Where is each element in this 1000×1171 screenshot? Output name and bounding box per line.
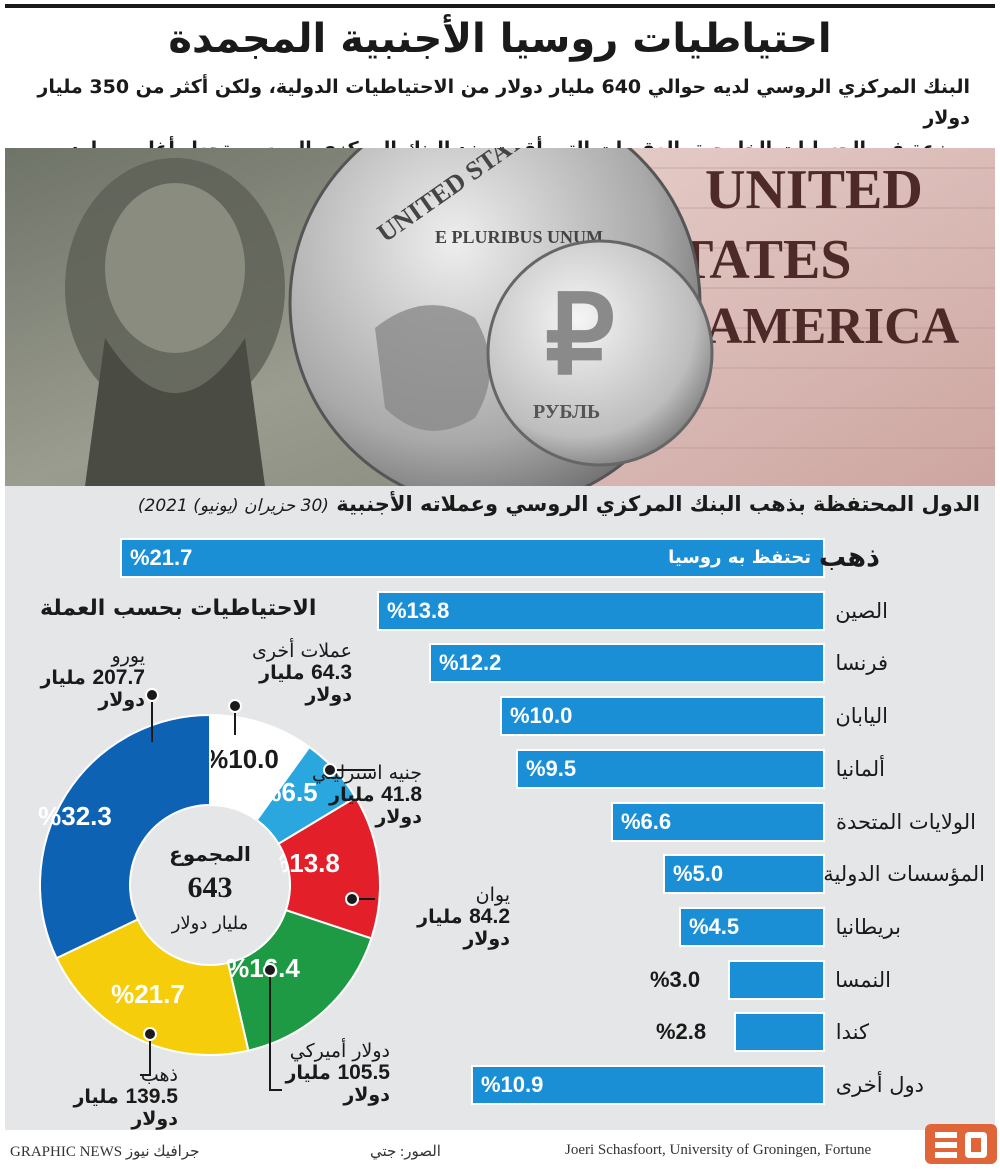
bar-2 bbox=[429, 643, 825, 683]
bar-category-label: كندا bbox=[835, 1020, 869, 1044]
donut-chart: %10.0%6.5%13.8%16.4%21.7%32.3المجموع643م… bbox=[38, 713, 381, 1056]
bar-value-label: %9.5 bbox=[526, 756, 577, 781]
donut-center-unit: مليار دولار bbox=[171, 913, 249, 934]
bar-8 bbox=[728, 960, 825, 1000]
callout-amount: 139.5 مليار دولار bbox=[73, 1085, 178, 1131]
donut-callout: يوان 84.2 مليار دولار bbox=[380, 884, 510, 950]
donut-slice-label: %32.3 bbox=[38, 801, 112, 831]
footer-brand: GRAPHIC NEWS جرافيك نيوز bbox=[10, 1144, 200, 1160]
bar-category-label: ألمانيا bbox=[835, 757, 885, 781]
bar-3 bbox=[500, 696, 825, 736]
bar-value-label: %21.7 bbox=[130, 545, 193, 570]
callout-name: يورو bbox=[111, 645, 145, 667]
bar-10 bbox=[471, 1065, 825, 1105]
bar-category-label: الصين bbox=[835, 599, 888, 623]
callout-amount: 105.5 مليار دولار bbox=[285, 1061, 390, 1107]
bar-value-label: %2.8 bbox=[656, 1019, 707, 1044]
callout-name: عملات أخرى bbox=[252, 640, 352, 662]
donut-callout: ذهب 139.5 مليار دولار bbox=[48, 1064, 178, 1130]
donut-callout: عملات أخرى 64.3 مليار دولار bbox=[222, 640, 352, 706]
donut-callout: دولار أميركي 105.5 مليار دولار bbox=[260, 1040, 390, 1106]
bars-title-text: الدول المحتفظة بذهب البنك المركزي الروسي… bbox=[336, 492, 980, 516]
bars-title: الدول المحتفظة بذهب البنك المركزي الروسي… bbox=[138, 492, 980, 516]
coin-motto: E PLURIBUS UNUM bbox=[435, 227, 603, 247]
ruble-text: РУБЛЬ bbox=[533, 401, 600, 423]
donut-slice bbox=[55, 918, 250, 1056]
bar-value-label: %10.9 bbox=[481, 1072, 544, 1097]
donut-hole bbox=[136, 811, 284, 959]
donut-slice-label: %16.4 bbox=[226, 953, 300, 983]
page-title: احتياطيات روسيا الأجنبية المجمدة bbox=[168, 16, 832, 62]
donut-slice-label: %6.5 bbox=[258, 777, 317, 807]
footer-credit: الصور: جتي bbox=[370, 1144, 441, 1160]
ruble-coin-icon bbox=[486, 239, 714, 467]
top-rule bbox=[5, 4, 995, 8]
donut-center-value: 643 bbox=[188, 871, 233, 904]
bar-4 bbox=[516, 749, 825, 789]
bar-0 bbox=[120, 538, 825, 578]
callout-name: يوان bbox=[475, 884, 510, 906]
bar-category-label: المؤسسات الدولية bbox=[823, 862, 985, 886]
bar-category-label: بريطانيا bbox=[835, 915, 901, 939]
footer-source: Joeri Schasfoort, University of Groninge… bbox=[565, 1142, 872, 1158]
bar-1 bbox=[377, 591, 825, 631]
callout-name: ذهب bbox=[140, 1064, 178, 1086]
bar-value-label: %6.6 bbox=[621, 809, 672, 834]
bar-5 bbox=[611, 802, 825, 842]
donut-callout: جنيه استرليني 41.8 مليار دولار bbox=[292, 762, 422, 828]
bar-category-label: دول أخرى bbox=[835, 1073, 924, 1097]
donut-callout: يورو 207.7 مليار دولار bbox=[15, 645, 145, 711]
bar-value-label: %3.0 bbox=[650, 967, 701, 992]
callout-name: جنيه استرليني bbox=[312, 762, 422, 784]
bar-9 bbox=[734, 1012, 825, 1052]
donut-slice-label: %21.7 bbox=[111, 979, 185, 1009]
callout-amount: 41.8 مليار دولار bbox=[329, 783, 422, 829]
bar-value-label: %13.8 bbox=[387, 598, 450, 623]
subtitle-line-1: البنك المركزي الروسي لديه حوالي 640 مليا… bbox=[37, 76, 970, 129]
bar-category-label: الولايات المتحدة bbox=[835, 810, 976, 834]
bar-value-label: %12.2 bbox=[439, 650, 502, 675]
donut-center-label: المجموع bbox=[169, 842, 251, 866]
bar-category-label: اليابان bbox=[835, 704, 888, 728]
donut-slice bbox=[226, 908, 373, 1052]
currency-photo: UNITED STATES AMERICA UNITED STATES OF A… bbox=[5, 148, 995, 486]
bar-category-label: فرنسا bbox=[835, 651, 888, 675]
bar-value-label: %5.0 bbox=[673, 861, 724, 886]
bars-title-date: (30 حزيران (يونيو) 2021) bbox=[137, 496, 329, 516]
bar-7 bbox=[679, 907, 825, 947]
callout-amount: 207.7 مليار دولار bbox=[40, 666, 145, 712]
donut-title: الاحتياطيات بحسب العملة bbox=[40, 596, 317, 621]
donut-slice bbox=[39, 713, 211, 960]
bar-category-label: النمسا bbox=[835, 968, 891, 992]
bar-category-label: ذهب bbox=[818, 542, 880, 573]
callout-name: دولار أميركي bbox=[289, 1040, 390, 1062]
bar-value-label: %10.0 bbox=[510, 703, 573, 728]
note-text-1: UNITED bbox=[705, 159, 923, 221]
site-logo-icon bbox=[925, 1124, 997, 1164]
note-text-3: AMERICA bbox=[705, 298, 960, 355]
bar-value-label: %4.5 bbox=[689, 914, 740, 939]
bar-note: تحتفظ به روسيا bbox=[668, 547, 811, 568]
donut-slice-label: %10.0 bbox=[205, 744, 279, 774]
ruble-symbol-icon: ₽ bbox=[545, 274, 615, 397]
callout-amount: 64.3 مليار دولار bbox=[259, 661, 352, 707]
bar-6 bbox=[663, 854, 825, 894]
footer: GRAPHIC NEWS جرافيك نيوز الصور: جتي Joer… bbox=[0, 1130, 1000, 1171]
callout-amount: 84.2 مليار دولار bbox=[417, 905, 510, 951]
